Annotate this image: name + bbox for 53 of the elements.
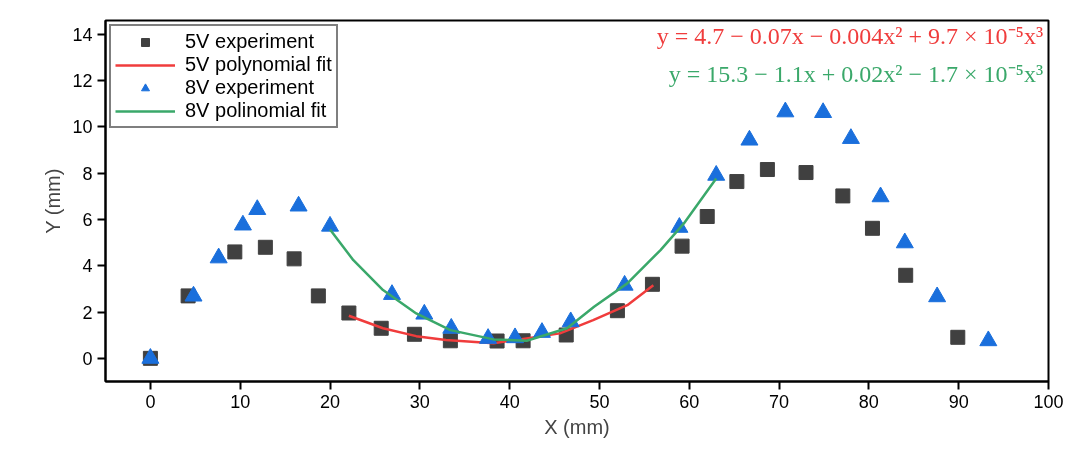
point — [895, 232, 914, 249]
y-tick-label: 2 — [82, 302, 93, 323]
point — [674, 238, 690, 254]
x-tick-label: 40 — [499, 391, 520, 412]
legend-label: 5V polynomial fit — [185, 53, 332, 76]
point — [841, 128, 860, 144]
point — [257, 239, 273, 255]
x-tick-label: 70 — [769, 391, 790, 412]
annotation: y = 4.7 − 0.07x − 0.004x² + 9.7 × 10⁻⁵x³ — [656, 22, 1044, 49]
legend-label: 8V experiment — [185, 76, 314, 99]
point — [707, 165, 726, 181]
point — [227, 244, 243, 260]
legend-label: 5V experiment — [185, 30, 314, 53]
point — [950, 329, 966, 345]
point — [928, 286, 947, 303]
x-tick-label: 100 — [1033, 391, 1064, 412]
point — [184, 285, 203, 302]
y-tick-label: 14 — [72, 24, 93, 45]
point — [341, 305, 357, 321]
y-tick-label: 8 — [82, 163, 93, 184]
point — [979, 330, 998, 347]
y-tick-label: 0 — [82, 348, 93, 369]
y-tick-label: 10 — [72, 117, 93, 138]
point — [864, 220, 880, 236]
point — [814, 102, 833, 119]
point — [898, 267, 914, 283]
point — [699, 209, 715, 224]
point — [776, 101, 795, 118]
x-tick-label: 60 — [679, 391, 700, 412]
x-tick-label: 10 — [230, 391, 251, 412]
point — [233, 214, 252, 231]
legend-label: 8V polinomial fit — [185, 99, 327, 122]
y-tick-label: 6 — [82, 210, 93, 231]
y-tick-label: 4 — [82, 256, 93, 277]
annotation: y = 15.3 − 1.1x + 0.02x² − 1.7 × 10⁻⁵x³ — [668, 61, 1044, 87]
x-tick-label: 90 — [948, 391, 969, 412]
point — [289, 195, 308, 212]
point — [209, 247, 228, 264]
y-axis-title: Y (mm) — [42, 168, 65, 234]
x-tick-label: 0 — [145, 391, 156, 412]
point — [248, 199, 267, 215]
point — [321, 215, 340, 232]
y-tick-label: 12 — [72, 71, 93, 92]
x-tick-label: 50 — [589, 391, 610, 412]
point — [310, 288, 326, 304]
point — [835, 188, 851, 204]
x-axis-title: X (mm) — [544, 415, 610, 438]
point — [871, 186, 890, 203]
x-tick-label: 20 — [320, 391, 341, 412]
point — [286, 251, 302, 267]
point — [740, 129, 759, 146]
x-tick-label: 80 — [858, 391, 879, 412]
x-tick-label: 30 — [409, 391, 430, 412]
